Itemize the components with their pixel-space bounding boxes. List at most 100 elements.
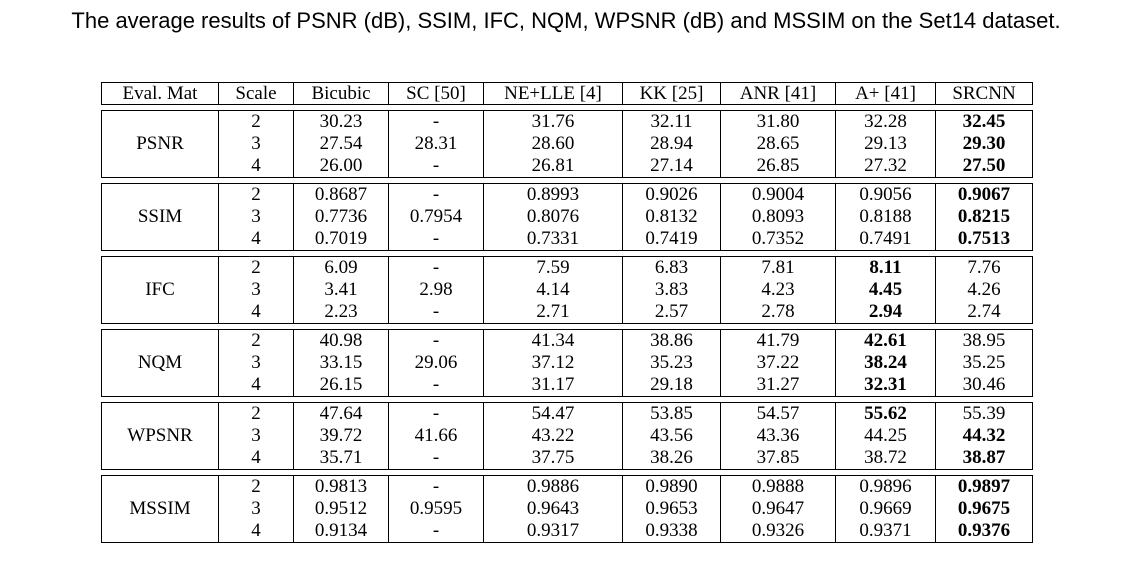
table-row: 3 27.54 28.31 28.60 28.94 28.65 29.13 29.30 [102,133,1033,155]
value-cell: 2.98 [388,279,484,301]
value-cell: 31.17 [483,374,623,397]
value-cell: 0.7352 [720,228,836,251]
value-cell: - [388,447,484,470]
value-cell: - [388,256,484,279]
value-cell: 4.26 [935,279,1033,301]
value-cell: 6.83 [622,256,721,279]
scale-cell: 4 [218,520,294,543]
table-header: Eval. Mat Scale Bicubic SC [50] NE+LLE [4] KK… [101,82,1033,105]
table-row: 4 35.71-37.75 38.26 37.85 38.72 38.87 [102,447,1033,470]
best-value-cell: 4.45 [835,279,936,301]
table-row: NQM 2 40.98-41.34 38.86 41.79 42.61 38.95 [101,329,1033,397]
best-value-cell: 0.9376 [935,520,1033,543]
value-cell: 28.31 [388,133,484,155]
metric-group-psnr: PSNR 2 30.23-31.76 32.11 31.80 32.28 32.45 3 27.… [101,110,1033,178]
best-value-cell: 0.9897 [935,475,1033,498]
scale-cell: 2 [218,110,294,133]
value-cell: 0.9890 [622,475,721,498]
scale-cell: 4 [218,301,294,324]
value-cell: 0.9595 [388,498,484,520]
scale-cell: 3 [218,498,294,520]
metric-group-mssim: MSSIM 2 0.9813-0.9886 0.9890 0.9888 0.9896 0.9… [101,475,1033,543]
value-cell: 43.56 [622,425,721,447]
best-value-cell: 32.31 [835,374,936,397]
value-cell: 31.80 [720,110,836,133]
value-cell: 0.9896 [835,475,936,498]
value-cell: 4.23 [720,279,836,301]
value-cell: 53.85 [622,402,721,425]
scale-cell: 3 [218,425,294,447]
value-cell: 37.75 [483,447,623,470]
value-cell: - [388,329,484,352]
metric-label: WPSNR [101,402,219,470]
value-cell: - [388,110,484,133]
value-cell: - [388,301,484,324]
value-cell: 37.22 [720,352,836,374]
value-cell: 40.98 [293,329,389,352]
value-cell: 33.15 [293,352,389,374]
best-value-cell: 0.9675 [935,498,1033,520]
value-cell: 54.57 [720,402,836,425]
value-cell: 0.7019 [293,228,389,251]
best-value-cell: 38.24 [835,352,936,374]
value-cell: 3.83 [622,279,721,301]
value-cell: 0.9326 [720,520,836,543]
value-cell: 0.8132 [622,206,721,228]
value-cell: 0.7331 [483,228,623,251]
value-cell: 0.9888 [720,475,836,498]
table-row: 3 33.15 29.06 37.12 35.23 37.22 38.24 35.25 [102,352,1033,374]
value-cell: 3.41 [293,279,389,301]
value-cell: - [388,520,484,543]
scale-cell: 2 [218,183,294,206]
value-cell: 0.9317 [483,520,623,543]
best-value-cell: 42.61 [835,329,936,352]
scale-cell: 4 [218,374,294,397]
column-header: SRCNN [935,82,1033,105]
value-cell: 0.9886 [483,475,623,498]
column-header: KK [25] [622,82,721,105]
value-cell: 55.39 [935,402,1033,425]
value-cell: 35.23 [622,352,721,374]
value-cell: 47.64 [293,402,389,425]
column-header: SC [50] [388,82,484,105]
value-cell: 0.7491 [835,228,936,251]
metric-label: NQM [101,329,219,397]
best-value-cell: 55.62 [835,402,936,425]
value-cell: 4.14 [483,279,623,301]
best-value-cell: 8.11 [835,256,936,279]
value-cell: 26.81 [483,155,623,178]
column-header: Scale [218,82,294,105]
table-row: MSSIM 2 0.9813-0.9886 0.9890 0.9888 0.9896 0.9… [101,475,1033,543]
value-cell: 2.57 [622,301,721,324]
value-cell: 2.71 [483,301,623,324]
table-row: 3 0.9512 0.9595 0.9643 0.9653 0.9647 0.9669 0.9… [102,498,1033,520]
value-cell: - [388,402,484,425]
scale-cell: 2 [218,475,294,498]
table-row: 3 0.7736 0.7954 0.8076 0.8132 0.8093 0.8188 0.8… [102,206,1033,228]
value-cell: 0.8093 [720,206,836,228]
table-row: IFC 2 6.09-7.59 6.83 7.81 8.11 7.76 [101,256,1033,324]
value-cell: 39.72 [293,425,389,447]
value-cell: 0.7736 [293,206,389,228]
value-cell: 32.28 [835,110,936,133]
value-cell: 38.26 [622,447,721,470]
column-header: ANR [41] [720,82,836,105]
value-cell: 7.81 [720,256,836,279]
metric-label: IFC [101,256,219,324]
value-cell: 38.72 [835,447,936,470]
value-cell: - [388,475,484,498]
column-header: Bicubic [293,82,389,105]
value-cell: 26.00 [293,155,389,178]
value-cell: 44.25 [835,425,936,447]
scale-cell: 3 [218,279,294,301]
scale-cell: 2 [218,329,294,352]
metric-label: MSSIM [101,475,219,543]
value-cell: - [388,228,484,251]
value-cell: 0.8993 [483,183,623,206]
value-cell: - [388,155,484,178]
metric-group-nqm: NQM 2 40.98-41.34 38.86 41.79 42.61 38.95 3 33.1… [101,329,1033,397]
value-cell: 26.15 [293,374,389,397]
value-cell: 26.85 [720,155,836,178]
value-cell: 29.18 [622,374,721,397]
table-row: SSIM 2 0.8687-0.8993 0.9026 0.9004 0.9056 0.90… [101,183,1033,251]
